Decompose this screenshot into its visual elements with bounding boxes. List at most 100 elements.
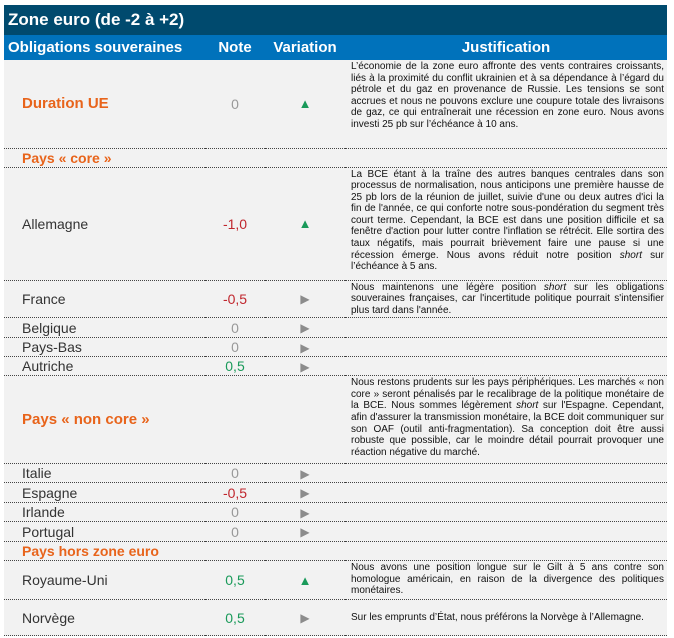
row-note: 0 xyxy=(205,463,265,484)
table-row: France -0,5 ▶ Nous maintenons une légère… xyxy=(4,280,667,319)
right-arrow-icon: ▶ xyxy=(300,340,310,355)
row-justification: Nous maintenons une légère position shor… xyxy=(345,280,667,319)
row-variation: ▲ xyxy=(265,60,345,149)
table-row: Belgique 0 ▶ xyxy=(4,317,667,339)
row-variation: ▶ xyxy=(265,482,345,504)
row-variation: ▶ xyxy=(265,317,345,339)
table-row: Pays « non core » Nous restons prudents … xyxy=(4,375,667,465)
table-row: Royaume-Uni 0,5 ▲ Nous avons une positio… xyxy=(4,560,667,601)
right-arrow-icon: ▶ xyxy=(300,505,310,520)
table-row: Irlande 0 ▶ xyxy=(4,502,667,523)
right-arrow-icon: ▶ xyxy=(300,486,310,501)
justification-text: L’économie de la zone euro affronte des … xyxy=(351,61,664,130)
right-arrow-icon: ▶ xyxy=(300,292,310,307)
allocation-table-panel: Zone euro (de -2 à +2) Obligations souve… xyxy=(4,5,667,637)
row-name: Duration UE xyxy=(4,60,205,149)
justification-text: Nous maintenons une légère position xyxy=(351,281,544,293)
table-row: Pays-Bas 0 ▶ xyxy=(4,337,667,358)
row-note: 0 xyxy=(205,60,265,149)
row-variation: ▶ xyxy=(265,280,345,319)
row-name: Pays-Bas xyxy=(4,337,205,358)
row-variation: ▶ xyxy=(265,463,345,484)
justification-text: sur l’échéance à 5 ans. xyxy=(351,249,664,273)
table-row: Portugal 0 ▶ xyxy=(4,521,667,543)
section-label: Pays « core » xyxy=(4,148,667,168)
italic-term: short xyxy=(619,249,642,261)
justification-text: Nous restons prudents sur les pays périp… xyxy=(351,377,664,412)
right-arrow-icon: ▶ xyxy=(300,611,310,626)
header-variation: Variation xyxy=(265,35,345,60)
justification-text: Sur les emprunts d’État, nous préférons … xyxy=(351,611,644,623)
row-note: 0 xyxy=(205,502,265,523)
section-label: Pays hors zone euro xyxy=(4,541,667,562)
italic-term: short xyxy=(516,400,539,412)
table-title: Zone euro (de -2 à +2) xyxy=(4,5,667,35)
header-justification: Justification xyxy=(345,35,667,60)
row-note: -0,5 xyxy=(205,280,265,319)
row-justification: La BCE étant à la traîne des autres banq… xyxy=(345,167,667,281)
header-name: Obligations souveraines xyxy=(4,35,205,60)
justification-text: La BCE étant à la traîne des autres banq… xyxy=(351,168,664,261)
row-justification: Nous avons une position longue sur le Gi… xyxy=(345,560,667,601)
row-name: Pays « non core » xyxy=(4,375,205,465)
justification-text: sur les obligations souveraines français… xyxy=(351,281,664,316)
row-note: 0 xyxy=(205,337,265,358)
row-justification xyxy=(345,317,667,339)
italic-term: short xyxy=(543,281,567,293)
row-note xyxy=(205,375,265,465)
row-justification: Sur les emprunts d’État, nous préférons … xyxy=(345,599,667,637)
row-note: 0,5 xyxy=(205,560,265,601)
row-name: Autriche xyxy=(4,356,205,377)
row-justification xyxy=(345,502,667,523)
row-name: France xyxy=(4,280,205,319)
row-name: Belgique xyxy=(4,317,205,339)
section-row: Pays « core » xyxy=(4,148,667,168)
right-arrow-icon: ▶ xyxy=(300,525,310,540)
row-variation: ▲ xyxy=(265,167,345,281)
row-note: -0,5 xyxy=(205,482,265,504)
section-row: Pays hors zone euro xyxy=(4,541,667,562)
row-name: Espagne xyxy=(4,482,205,504)
row-name: Portugal xyxy=(4,521,205,543)
row-variation xyxy=(265,375,345,465)
row-note: 0,5 xyxy=(205,356,265,377)
sovereign-bonds-table: Obligations souveraines Note Variation J… xyxy=(4,35,667,637)
row-justification xyxy=(345,337,667,358)
row-variation: ▶ xyxy=(265,599,345,637)
table-row: Norvège 0,5 ▶ Sur les emprunts d’État, n… xyxy=(4,599,667,637)
table-row: Espagne -0,5 ▶ xyxy=(4,482,667,504)
up-arrow-icon: ▲ xyxy=(298,216,312,231)
up-arrow-icon: ▲ xyxy=(298,96,312,112)
table-row: Italie 0 ▶ xyxy=(4,463,667,484)
row-name: Royaume-Uni xyxy=(4,560,205,601)
row-variation: ▶ xyxy=(265,356,345,377)
header-note: Note xyxy=(205,35,265,60)
row-variation: ▶ xyxy=(265,337,345,358)
row-name: Irlande xyxy=(4,502,205,523)
row-justification xyxy=(345,356,667,377)
table-row: Duration UE 0 ▲ L’économie de la zone eu… xyxy=(4,60,667,149)
justification-text: Nous avons une position longue sur le Gi… xyxy=(351,562,664,597)
justification-text: sur l'Espagne. Cependant, afin d'assurer… xyxy=(351,400,664,458)
row-justification xyxy=(345,521,667,543)
row-justification xyxy=(345,463,667,484)
row-name: Allemagne xyxy=(4,167,205,281)
row-note: 0,5 xyxy=(205,599,265,637)
row-variation: ▶ xyxy=(265,502,345,523)
right-arrow-icon: ▶ xyxy=(300,359,310,374)
table-row: Allemagne -1,0 ▲ La BCE étant à la traîn… xyxy=(4,167,667,281)
table-row: Autriche 0,5 ▶ xyxy=(4,356,667,377)
row-variation: ▲ xyxy=(265,560,345,601)
row-note: 0 xyxy=(205,317,265,339)
up-arrow-icon: ▲ xyxy=(298,572,312,588)
right-arrow-icon: ▶ xyxy=(300,321,310,336)
row-note: -1,0 xyxy=(205,167,265,281)
row-justification xyxy=(345,482,667,504)
row-name: Norvège xyxy=(4,599,205,637)
row-justification: L’économie de la zone euro affronte des … xyxy=(345,60,667,149)
row-name: Italie xyxy=(4,463,205,484)
row-justification: Nous restons prudents sur les pays périp… xyxy=(345,375,667,465)
header-row: Obligations souveraines Note Variation J… xyxy=(4,35,667,60)
row-note: 0 xyxy=(205,521,265,543)
row-variation: ▶ xyxy=(265,521,345,543)
